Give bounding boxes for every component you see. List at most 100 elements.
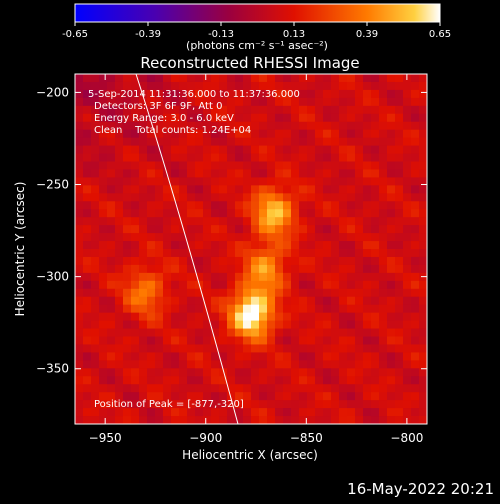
heatmap-cell — [355, 209, 364, 218]
heatmap-cell — [371, 145, 380, 155]
heatmap-cell — [195, 74, 204, 83]
heatmap-cell — [131, 352, 140, 361]
heatmap-cell — [403, 137, 412, 147]
heatmap-cell — [139, 304, 148, 314]
heatmap-cell — [251, 185, 260, 194]
heatmap-cell — [387, 81, 396, 91]
heatmap-cell — [339, 264, 348, 274]
heatmap-cell — [163, 368, 172, 377]
heatmap-cell — [99, 336, 108, 346]
heatmap-cell — [107, 344, 116, 353]
heatmap-cell — [411, 81, 420, 91]
heatmap-cell — [219, 368, 228, 377]
heatmap-cell — [227, 121, 236, 131]
heatmap-cell — [315, 376, 324, 385]
heatmap-cell — [219, 233, 228, 242]
heatmap-cell — [187, 336, 196, 346]
heatmap-cell — [299, 416, 308, 424]
heatmap-cell — [99, 360, 108, 369]
heatmap-cell — [219, 153, 228, 163]
heatmap-cell — [155, 185, 164, 194]
heatmap-cell — [179, 288, 188, 298]
heatmap-cell — [99, 81, 108, 91]
heatmap-cell — [315, 368, 324, 377]
heatmap-cell — [315, 97, 324, 107]
heatmap-cell — [355, 360, 364, 369]
heatmap-cell — [139, 312, 148, 322]
heatmap-cell — [83, 392, 92, 401]
colorbar-ticks: -0.65 -0.39 -0.13 0.13 0.39 0.65 — [62, 22, 451, 40]
heatmap-cell — [347, 312, 356, 322]
heatmap-cell — [299, 249, 308, 258]
heatmap-cell — [275, 113, 284, 123]
heatmap-cell — [211, 153, 220, 163]
heatmap-cell — [283, 296, 292, 306]
heatmap-cell — [243, 328, 252, 338]
heatmap-cell — [411, 137, 420, 147]
heatmap-cell — [99, 201, 108, 210]
heatmap-cell — [99, 272, 108, 282]
heatmap-cell — [331, 416, 340, 424]
heatmap-cell — [387, 312, 396, 322]
heatmap-cell — [347, 129, 356, 139]
heatmap-cell — [235, 113, 244, 123]
heatmap-cell — [275, 272, 284, 282]
heatmap-cell — [275, 177, 284, 186]
heatmap-cell — [259, 264, 268, 274]
heatmap-cell — [147, 129, 156, 139]
heatmap-cell — [107, 145, 116, 155]
heatmap-cell — [91, 384, 100, 393]
heatmap-cell — [307, 336, 316, 346]
heatmap-cell — [283, 408, 292, 417]
heatmap-cell — [307, 296, 316, 306]
heatmap-cell — [131, 384, 140, 393]
heatmap-cell — [275, 336, 284, 346]
heatmap-cell — [235, 145, 244, 155]
heatmap-cell — [355, 344, 364, 353]
heatmap-cell — [331, 264, 340, 274]
heatmap-cell — [403, 233, 412, 242]
heatmap-cell — [147, 400, 156, 409]
heatmap-cell — [379, 201, 388, 210]
heatmap-cell — [419, 416, 427, 424]
heatmap-cell — [411, 360, 420, 369]
heatmap-cell — [155, 304, 164, 314]
heatmap-cell — [75, 185, 84, 194]
heatmap-cell — [235, 185, 244, 194]
heatmap-cell — [347, 272, 356, 282]
heatmap-cell — [139, 225, 148, 234]
heatmap-cell — [203, 81, 212, 91]
heatmap-cell — [99, 280, 108, 290]
heatmap-cell — [371, 400, 380, 409]
heatmap-cell — [347, 121, 356, 131]
heatmap-cell — [403, 312, 412, 322]
heatmap-cell — [315, 360, 324, 369]
heatmap-cell — [267, 352, 276, 361]
heatmap-cell — [419, 336, 427, 346]
heatmap-cell — [243, 344, 252, 353]
heatmap-cell — [115, 249, 124, 258]
heatmap-cell — [251, 249, 260, 258]
heatmap-cell — [291, 153, 300, 163]
heatmap-cell — [251, 328, 260, 338]
heatmap-cell — [227, 408, 236, 417]
heatmap-cell — [259, 121, 268, 131]
heatmap-cell — [107, 89, 116, 99]
heatmap-cell — [115, 113, 124, 123]
heatmap-cell — [275, 320, 284, 330]
heatmap-cell — [323, 74, 332, 83]
heatmap-cell — [363, 368, 372, 377]
heatmap-cell — [339, 161, 348, 171]
heatmap-cell — [283, 169, 292, 178]
heatmap-cell — [107, 241, 116, 250]
heatmap-cell — [283, 233, 292, 242]
heatmap-cell — [307, 408, 316, 417]
heatmap-cell — [355, 288, 364, 298]
heatmap-cell — [411, 256, 420, 266]
heatmap-cell — [395, 145, 404, 155]
heatmap-cell — [211, 328, 220, 338]
heatmap-cell — [363, 256, 372, 266]
heatmap-cell — [411, 408, 420, 417]
heatmap-cell — [171, 360, 180, 369]
heatmap-cell — [131, 304, 140, 314]
